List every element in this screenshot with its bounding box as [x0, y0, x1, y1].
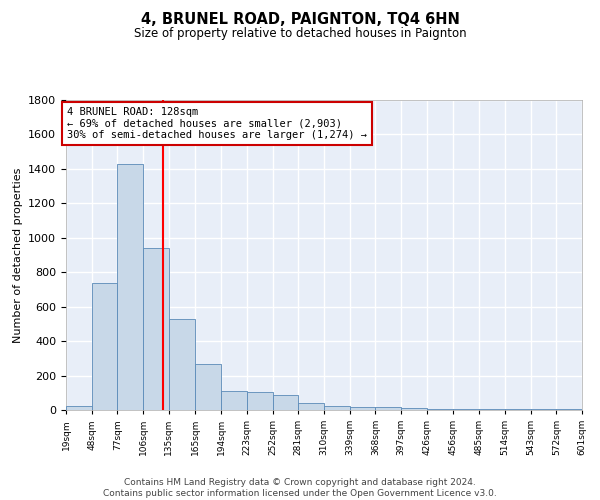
Bar — [118, 164, 143, 410]
Bar — [143, 248, 169, 410]
Bar — [66, 406, 92, 410]
Bar — [556, 409, 582, 410]
Bar — [401, 408, 427, 410]
Text: Size of property relative to detached houses in Paignton: Size of property relative to detached ho… — [134, 28, 466, 40]
Bar — [272, 394, 298, 410]
Bar — [196, 364, 221, 410]
Bar — [454, 409, 479, 410]
Bar — [376, 408, 401, 410]
Bar — [324, 406, 350, 410]
Bar — [479, 409, 505, 410]
Text: 4, BRUNEL ROAD, PAIGNTON, TQ4 6HN: 4, BRUNEL ROAD, PAIGNTON, TQ4 6HN — [140, 12, 460, 28]
Bar — [247, 392, 272, 410]
Bar — [169, 318, 196, 410]
Bar — [92, 282, 118, 410]
Bar — [505, 409, 530, 410]
Bar — [530, 409, 556, 410]
Text: 4 BRUNEL ROAD: 128sqm
← 69% of detached houses are smaller (2,903)
30% of semi-d: 4 BRUNEL ROAD: 128sqm ← 69% of detached … — [67, 107, 367, 140]
Text: Contains HM Land Registry data © Crown copyright and database right 2024.
Contai: Contains HM Land Registry data © Crown c… — [103, 478, 497, 498]
Y-axis label: Number of detached properties: Number of detached properties — [13, 168, 23, 342]
Bar — [298, 403, 324, 410]
Bar — [221, 391, 247, 410]
Bar — [350, 408, 376, 410]
Bar — [427, 409, 454, 410]
